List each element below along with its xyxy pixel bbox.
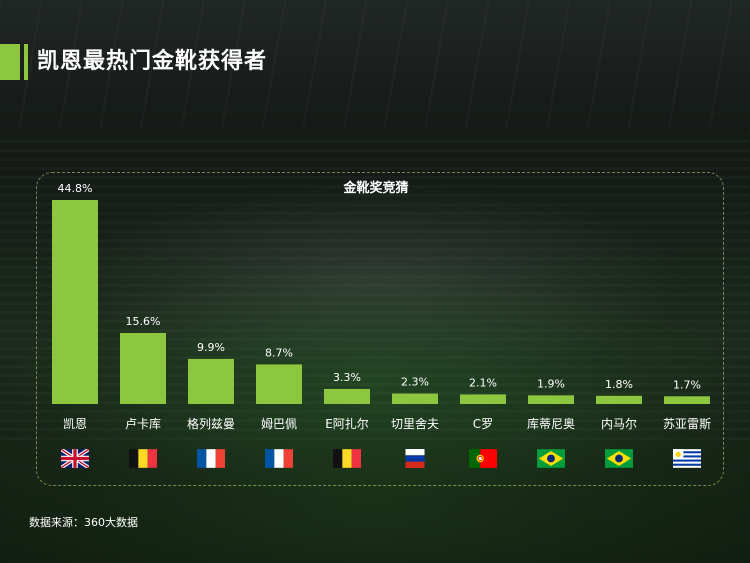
category-label-2: 格列兹曼 [187, 416, 235, 431]
bar-6 [460, 394, 506, 404]
value-label-5: 2.3% [401, 376, 429, 389]
bar-4 [324, 388, 370, 404]
stadium-roof [0, 0, 750, 130]
value-label-2: 9.9% [197, 341, 225, 354]
belgium-flag-icon [129, 449, 157, 468]
category-label-6: C罗 [473, 417, 493, 431]
value-label-6: 2.1% [469, 376, 497, 389]
brazil-flag-icon [537, 449, 565, 468]
bar-1 [120, 332, 166, 404]
bar-3 [256, 364, 302, 404]
bar-7 [528, 395, 574, 404]
title-accent-line [24, 44, 28, 80]
france-flag-icon [265, 449, 293, 468]
data-source: 数据来源：360大数据 [29, 516, 138, 529]
bar-9 [664, 396, 710, 404]
value-label-0: 44.8% [58, 182, 93, 195]
value-label-8: 1.8% [605, 378, 633, 391]
france-flag-icon [197, 449, 225, 468]
chart-frame [36, 172, 724, 486]
russia-flag-icon [401, 449, 429, 468]
chart-title: 金靴奖竞猜 [342, 180, 408, 196]
category-label-3: 姆巴佩 [261, 417, 297, 431]
value-label-1: 15.6% [126, 315, 161, 328]
title-accent-block [0, 44, 20, 80]
category-label-5: 切里舍夫 [391, 416, 439, 431]
uruguay-flag-icon [673, 449, 701, 468]
value-label-9: 1.7% [673, 378, 701, 391]
category-label-8: 内马尔 [601, 416, 637, 431]
uk-flag-icon [61, 449, 89, 468]
bar-8 [596, 395, 642, 404]
brazil-flag-icon [605, 449, 633, 468]
value-label-7: 1.9% [537, 377, 565, 390]
value-label-4: 3.3% [333, 371, 361, 384]
category-label-4: E阿扎尔 [325, 416, 369, 431]
belgium-flag-icon [333, 449, 361, 468]
portugal-flag-icon [469, 449, 497, 468]
category-label-9: 苏亚雷斯 [663, 417, 711, 431]
page-title: 凯恩最热门金靴获得者 [37, 49, 268, 74]
bar-0 [52, 200, 98, 404]
bar-2 [188, 358, 234, 404]
category-label-1: 卢卡库 [125, 416, 161, 431]
value-label-3: 8.7% [265, 346, 293, 359]
category-label-7: 库蒂尼奥 [527, 416, 575, 431]
bar-5 [392, 393, 438, 404]
category-label-0: 凯恩 [63, 417, 87, 431]
